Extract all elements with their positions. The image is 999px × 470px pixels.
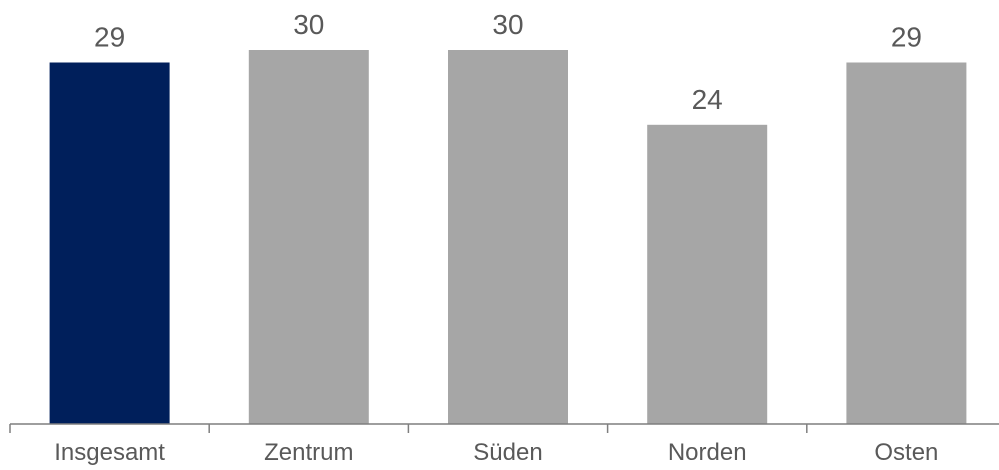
x-tick-label-norden: Norden (668, 439, 747, 466)
bar-norden (647, 124, 768, 425)
bar-insgesamt (49, 62, 170, 424)
x-tick-labels-group: Insgesamt Zentrum Süden Norden Osten (54, 439, 938, 466)
bar-süden (448, 50, 568, 424)
data-label-zentrum: 30 (293, 9, 324, 40)
x-tick-label-zentrum: Zentrum (264, 439, 353, 466)
data-label-süden: 30 (492, 9, 523, 40)
bar-osten (846, 62, 967, 424)
x-tick-label-süden: Süden (473, 439, 542, 466)
data-label-norden: 24 (692, 84, 723, 115)
bar-zentrum (248, 50, 369, 424)
x-tick-label-osten: Osten (874, 439, 938, 466)
value-labels-group: 29 30 30 24 29 (94, 9, 922, 115)
data-label-osten: 29 (891, 22, 922, 53)
x-tick-label-insgesamt: Insgesamt (54, 439, 165, 466)
x-axis (9, 423, 999, 433)
bars-group (49, 50, 967, 425)
data-label-insgesamt: 29 (94, 22, 125, 53)
